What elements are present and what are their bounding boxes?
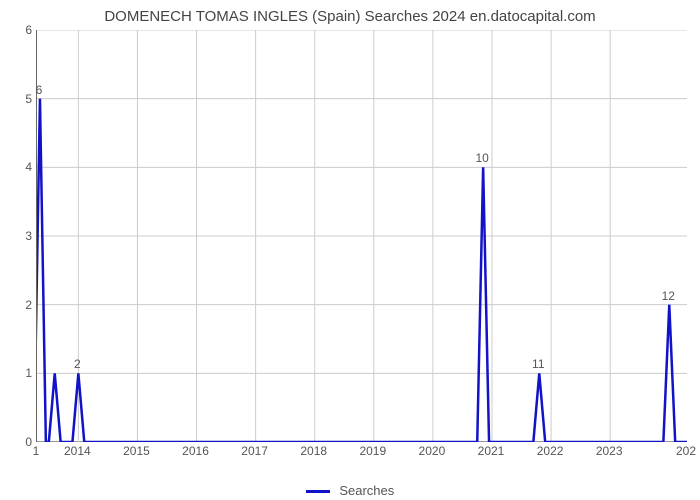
spike-top-label: 6 — [36, 83, 43, 97]
spike-top-label: 11 — [532, 357, 544, 371]
x-tick-label: 1 — [33, 444, 40, 458]
spike-top-label: 12 — [662, 289, 675, 303]
y-tick-label: 1 — [4, 366, 32, 380]
x-tick-label: 2018 — [300, 444, 327, 458]
x-tick-label: 2016 — [182, 444, 209, 458]
x-tick-label: 2021 — [478, 444, 505, 458]
chart-title: DOMENECH TOMAS INGLES (Spain) Searches 2… — [0, 8, 700, 25]
x-tick-label: 2022 — [537, 444, 564, 458]
y-tick-label: 5 — [4, 92, 32, 106]
plot-svg — [37, 30, 687, 442]
line-chart: DOMENECH TOMAS INGLES (Spain) Searches 2… — [0, 0, 700, 500]
spike-top-label: 10 — [475, 151, 488, 165]
x-tick-label: 2023 — [596, 444, 623, 458]
series-line — [37, 99, 687, 442]
x-tick-label: 2014 — [64, 444, 91, 458]
y-tick-label: 6 — [4, 23, 32, 37]
spike-top-label: 2 — [74, 357, 81, 371]
x-tick-label: 2017 — [241, 444, 268, 458]
x-tick-label: 202 — [676, 444, 696, 458]
y-tick-label: 2 — [4, 298, 32, 312]
y-tick-label: 4 — [4, 160, 32, 174]
legend-label: Searches — [339, 483, 394, 498]
x-tick-label: 2020 — [419, 444, 446, 458]
y-tick-label: 0 — [4, 435, 32, 449]
plot-area — [36, 30, 686, 442]
grid — [37, 30, 687, 442]
legend-swatch — [306, 490, 330, 493]
y-tick-label: 3 — [4, 229, 32, 243]
legend: Searches — [0, 483, 700, 498]
x-tick-label: 2015 — [123, 444, 150, 458]
x-tick-label: 2019 — [359, 444, 386, 458]
